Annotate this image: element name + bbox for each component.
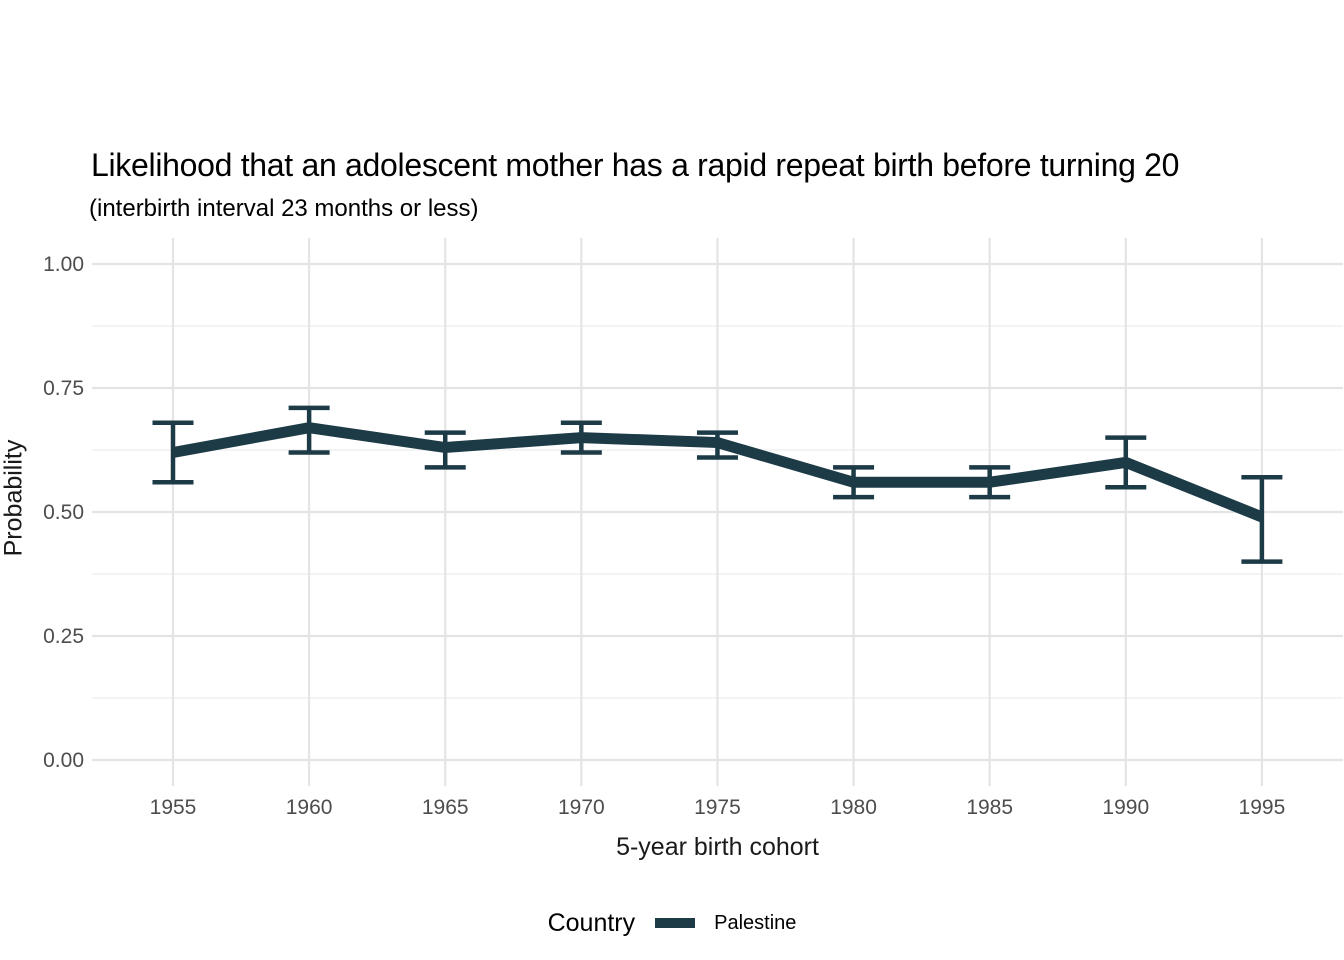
chart-subtitle: (interbirth interval 23 months or less) <box>89 195 479 222</box>
x-tick-label: 1960 <box>286 796 333 819</box>
series-line-palestine <box>172 422 1264 523</box>
y-tick-label: 0.25 <box>43 625 84 648</box>
chart-title: Likelihood that an adolescent mother has… <box>91 147 1180 183</box>
legend-swatch-palestine <box>655 918 696 928</box>
x-tick-label: 1990 <box>1102 796 1149 819</box>
x-axis-title: 5-year birth cohort <box>616 833 819 861</box>
legend-title: Country <box>547 908 636 937</box>
y-tick-label: 0.75 <box>43 377 84 400</box>
y-tick-label: 0.00 <box>43 749 84 772</box>
x-tick-label: 1995 <box>1239 796 1286 819</box>
legend-label-palestine: Palestine <box>714 911 797 934</box>
x-tick-label: 1975 <box>694 796 741 819</box>
x-tick-label: 1955 <box>150 796 197 819</box>
y-tick-label: 0.50 <box>43 501 84 524</box>
x-tick-label: 1965 <box>422 796 469 819</box>
y-tick-label: 1.00 <box>43 253 84 276</box>
legend: Country Palestine <box>0 903 1344 943</box>
x-tick-label: 1985 <box>966 796 1013 819</box>
y-axis-title: Probability <box>0 439 28 557</box>
x-tick-label: 1980 <box>830 796 877 819</box>
x-tick-label: 1970 <box>558 796 605 819</box>
